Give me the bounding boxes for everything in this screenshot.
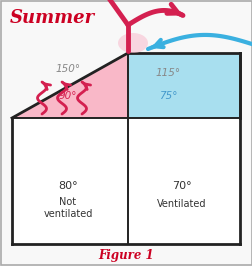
Text: 115°: 115° — [155, 68, 180, 78]
Text: Ventilated: Ventilated — [157, 199, 206, 209]
Text: ventilated: ventilated — [43, 209, 92, 219]
Polygon shape — [12, 118, 128, 244]
Ellipse shape — [117, 33, 147, 53]
Text: Figure 1: Figure 1 — [98, 250, 153, 263]
Text: Summer: Summer — [10, 9, 95, 27]
Text: 75°: 75° — [158, 91, 177, 101]
Text: 70°: 70° — [172, 181, 191, 191]
Polygon shape — [128, 118, 239, 244]
Text: 150°: 150° — [55, 64, 80, 74]
Polygon shape — [128, 53, 239, 118]
Text: Not: Not — [59, 197, 76, 207]
Text: 90°: 90° — [58, 91, 77, 101]
Text: 80°: 80° — [58, 181, 78, 191]
Polygon shape — [12, 53, 128, 118]
